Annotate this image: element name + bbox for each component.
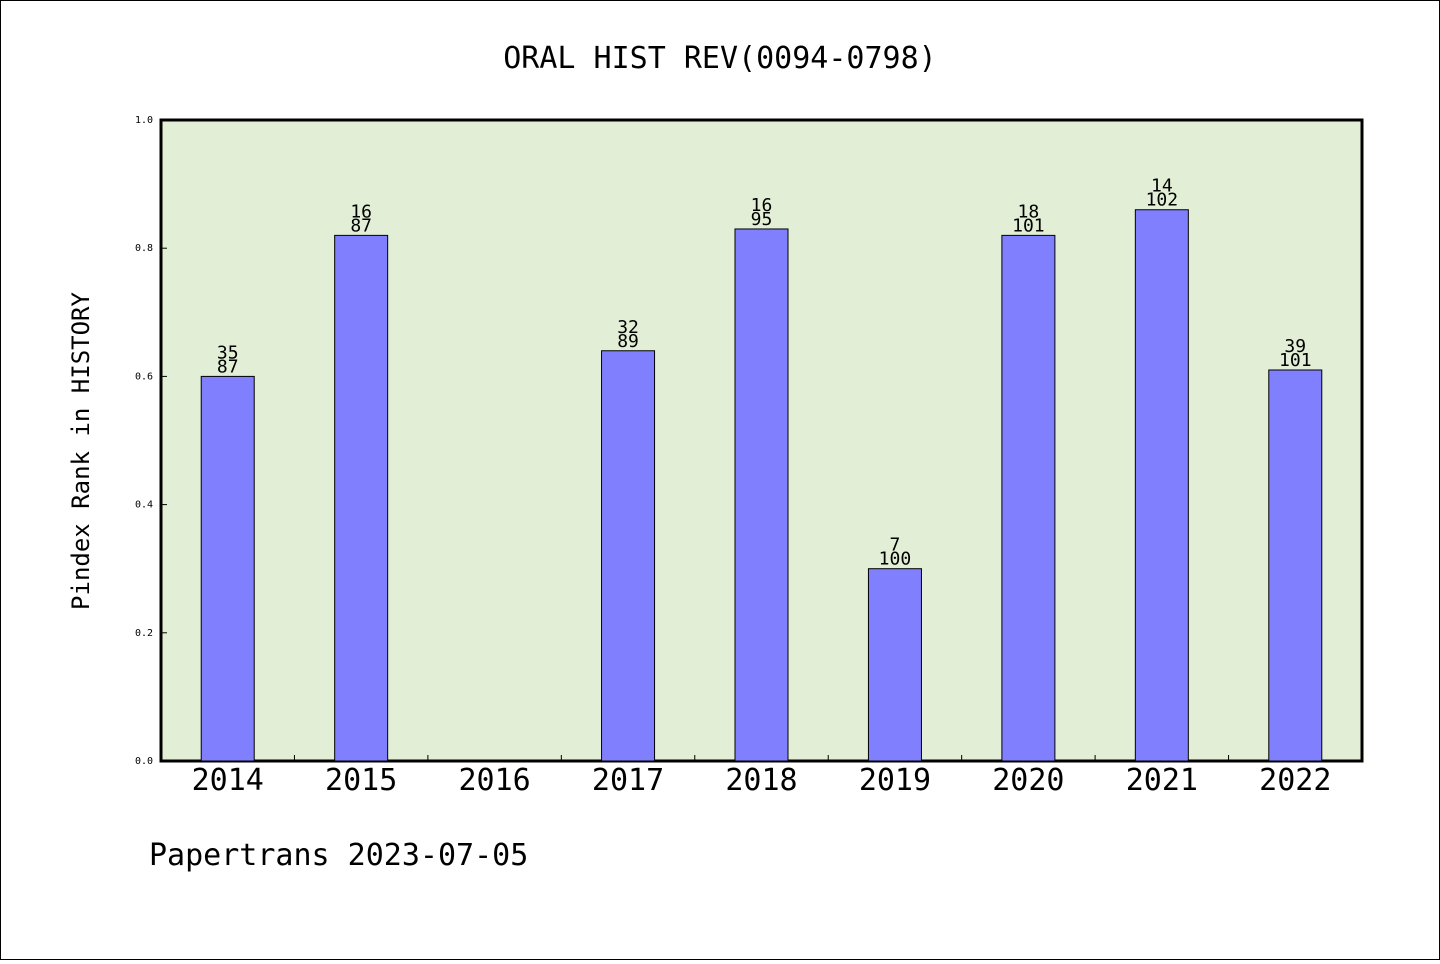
bar-label-top: 16	[350, 201, 372, 222]
x-tick-label: 2021	[1126, 763, 1198, 798]
bar-label-bottom: 100	[879, 549, 912, 570]
bar-label-top: 16	[751, 195, 773, 216]
x-tick-label: 2019	[859, 763, 931, 798]
x-tick-label: 2015	[325, 763, 397, 798]
bar-2021	[1134, 209, 1189, 762]
bar-2018	[734, 228, 789, 762]
y-tick-label: 0.0	[135, 756, 153, 767]
y-tick-label: 0.8	[135, 243, 153, 254]
y-tick-label: 0.6	[135, 371, 153, 382]
x-tick-label: 2016	[458, 763, 530, 798]
bar-2019	[867, 568, 922, 762]
x-tick-label: 2020	[992, 763, 1064, 798]
bar-2014	[200, 375, 255, 762]
x-tick-label: 2014	[192, 763, 264, 798]
bar-label-bottom: 89	[617, 331, 639, 352]
bar-2022	[1268, 369, 1323, 762]
bar-label-bottom: 95	[751, 209, 773, 230]
bar-label-bottom: 102	[1146, 190, 1179, 211]
x-axis: 2014 2015 2016 2017 2018 2019 2020 2021 2022	[192, 755, 1331, 798]
bar-label-top: 35	[217, 342, 239, 363]
bar-2020	[1001, 234, 1056, 762]
y-tick-label: 1.0	[135, 115, 153, 126]
bar-label-top: 39	[1284, 336, 1306, 357]
bar-label-top: 14	[1151, 176, 1173, 197]
y-axis: 0.0 0.2 0.4 0.6 0.8 1.0	[135, 115, 167, 767]
footer-text: Papertrans 2023-07-05	[149, 838, 528, 873]
x-tick-label: 2018	[725, 763, 797, 798]
bar-label-top: 18	[1018, 201, 1040, 222]
bar-label-top: 7	[890, 535, 901, 556]
bar-2015	[334, 234, 389, 762]
bar-2017	[601, 350, 656, 762]
bar-label-top: 32	[617, 317, 639, 338]
chart-title: ORAL HIST REV(0094-0798)	[503, 41, 936, 76]
y-tick-label: 0.2	[135, 628, 153, 639]
bar-label-bottom: 87	[217, 356, 239, 377]
bar-label-bottom: 101	[1012, 215, 1045, 236]
x-tick-label: 2022	[1259, 763, 1331, 798]
bar-label-bottom: 87	[350, 215, 372, 236]
bar-label-bottom: 101	[1279, 350, 1312, 371]
y-axis-label: Pindex Rank in HISTORY	[67, 292, 95, 610]
x-tick-label: 2017	[592, 763, 664, 798]
y-tick-label: 0.4	[135, 500, 153, 511]
